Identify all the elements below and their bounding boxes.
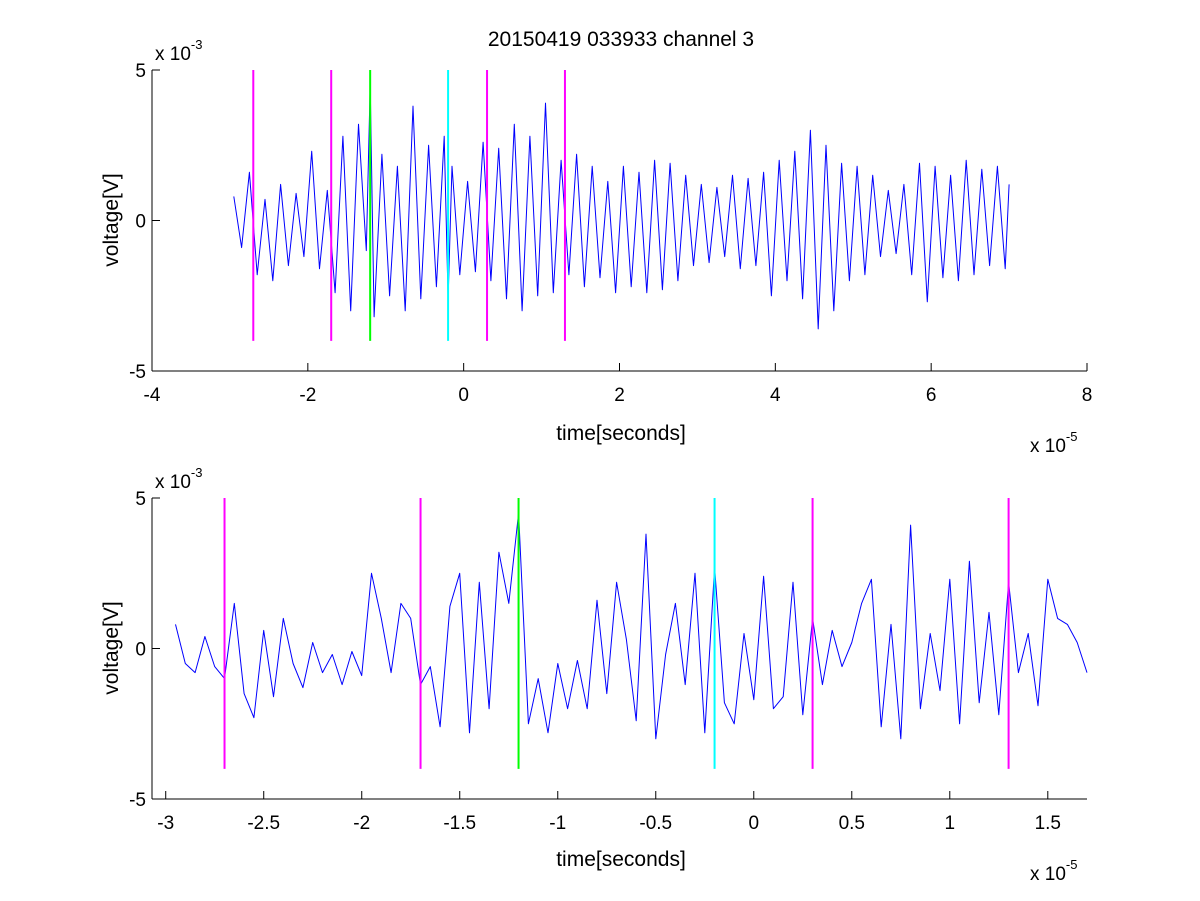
plot-top-x-exponent: x 10-5 <box>1030 429 1077 457</box>
plot-bottom-x-tick-label: 1.5 <box>1035 813 1061 834</box>
plot-top-y-exponent-power: -3 <box>191 37 203 52</box>
plot-bottom-x-tick-label: -0.5 <box>639 813 672 834</box>
plot-bottom-xlabel: time[seconds] <box>556 848 686 871</box>
plot-bottom-x-tick-label: -1.5 <box>443 813 476 834</box>
plot-bottom-layer: -3 -2.5 -2 -1.5 -1 -0.5 0 0.5 1 1.5 -5 0 5 <box>129 489 1088 834</box>
plot-top-layer: -4 -2 0 2 4 6 8 -5 0 5 <box>129 61 1092 406</box>
plot-top-ylabel: voltage[V] <box>100 173 123 266</box>
plot-top-x-tick-label: 4 <box>770 385 781 406</box>
plot-bottom-ylabel: voltage[V] <box>100 601 123 694</box>
plot-bottom-x-tick-label: 1 <box>944 813 955 834</box>
plot-bottom-y-exponent: x 10-3 <box>155 465 202 493</box>
plot-top-x-tick-label: 0 <box>458 385 469 406</box>
plot-bottom-x-tick-label: -2 <box>353 813 370 834</box>
plot-bottom: voltage[V] time[seconds] x 10-3 x 10-5 -… <box>100 465 1088 885</box>
plot-bottom-y-exponent-base: x 10 <box>155 472 191 493</box>
plot-top-xlabel: time[seconds] <box>556 422 686 445</box>
plot-top-y-exponent: x 10-3 <box>155 37 202 65</box>
plot-bottom-x-tick-label: 0.5 <box>839 813 865 834</box>
plot-bottom-x-tick-label: -1 <box>549 813 566 834</box>
plot-top-x-tick-label: -4 <box>144 385 161 406</box>
plot-bottom-y-tick-label: -5 <box>129 790 146 811</box>
plot-top-x-tick-label: 2 <box>614 385 625 406</box>
plot-bottom-x-exponent: x 10-5 <box>1030 857 1077 885</box>
plot-top-x-exponent-base: x 10 <box>1030 436 1066 457</box>
plot-top: voltage[V] time[seconds] x 10-3 x 10-5 -… <box>100 37 1092 457</box>
plot-top-y-tick-label: 5 <box>135 61 146 82</box>
plot-top-y-tick-label: -5 <box>129 362 146 383</box>
plot-top-x-tick-label: -2 <box>299 385 316 406</box>
plot-top-x-tick-label: 8 <box>1082 385 1093 406</box>
plot-bottom-x-tick-label: 0 <box>748 813 759 834</box>
plot-bottom-y-tick-label: 0 <box>135 640 146 661</box>
plot-bottom-x-exponent-base: x 10 <box>1030 864 1066 885</box>
plot-top-signal-trace <box>233 84 1010 330</box>
plot-top-x-exponent-power: -5 <box>1066 429 1078 444</box>
plot-bottom-x-tick-label: -3 <box>157 813 174 834</box>
plot-top-x-tick-label: 6 <box>926 385 937 406</box>
plot-bottom-x-tick-label: -2.5 <box>247 813 280 834</box>
plot-bottom-y-exponent-power: -3 <box>191 465 203 480</box>
plot-bottom-y-tick-label: 5 <box>135 489 146 510</box>
plot-top-y-exponent-base: x 10 <box>155 44 191 65</box>
chart-title: 20150419 033933 channel 3 <box>488 28 754 51</box>
plot-bottom-x-exponent-power: -5 <box>1066 857 1078 872</box>
plot-top-y-tick-label: 0 <box>135 212 146 233</box>
plot-bottom-signal-trace <box>175 512 1088 740</box>
